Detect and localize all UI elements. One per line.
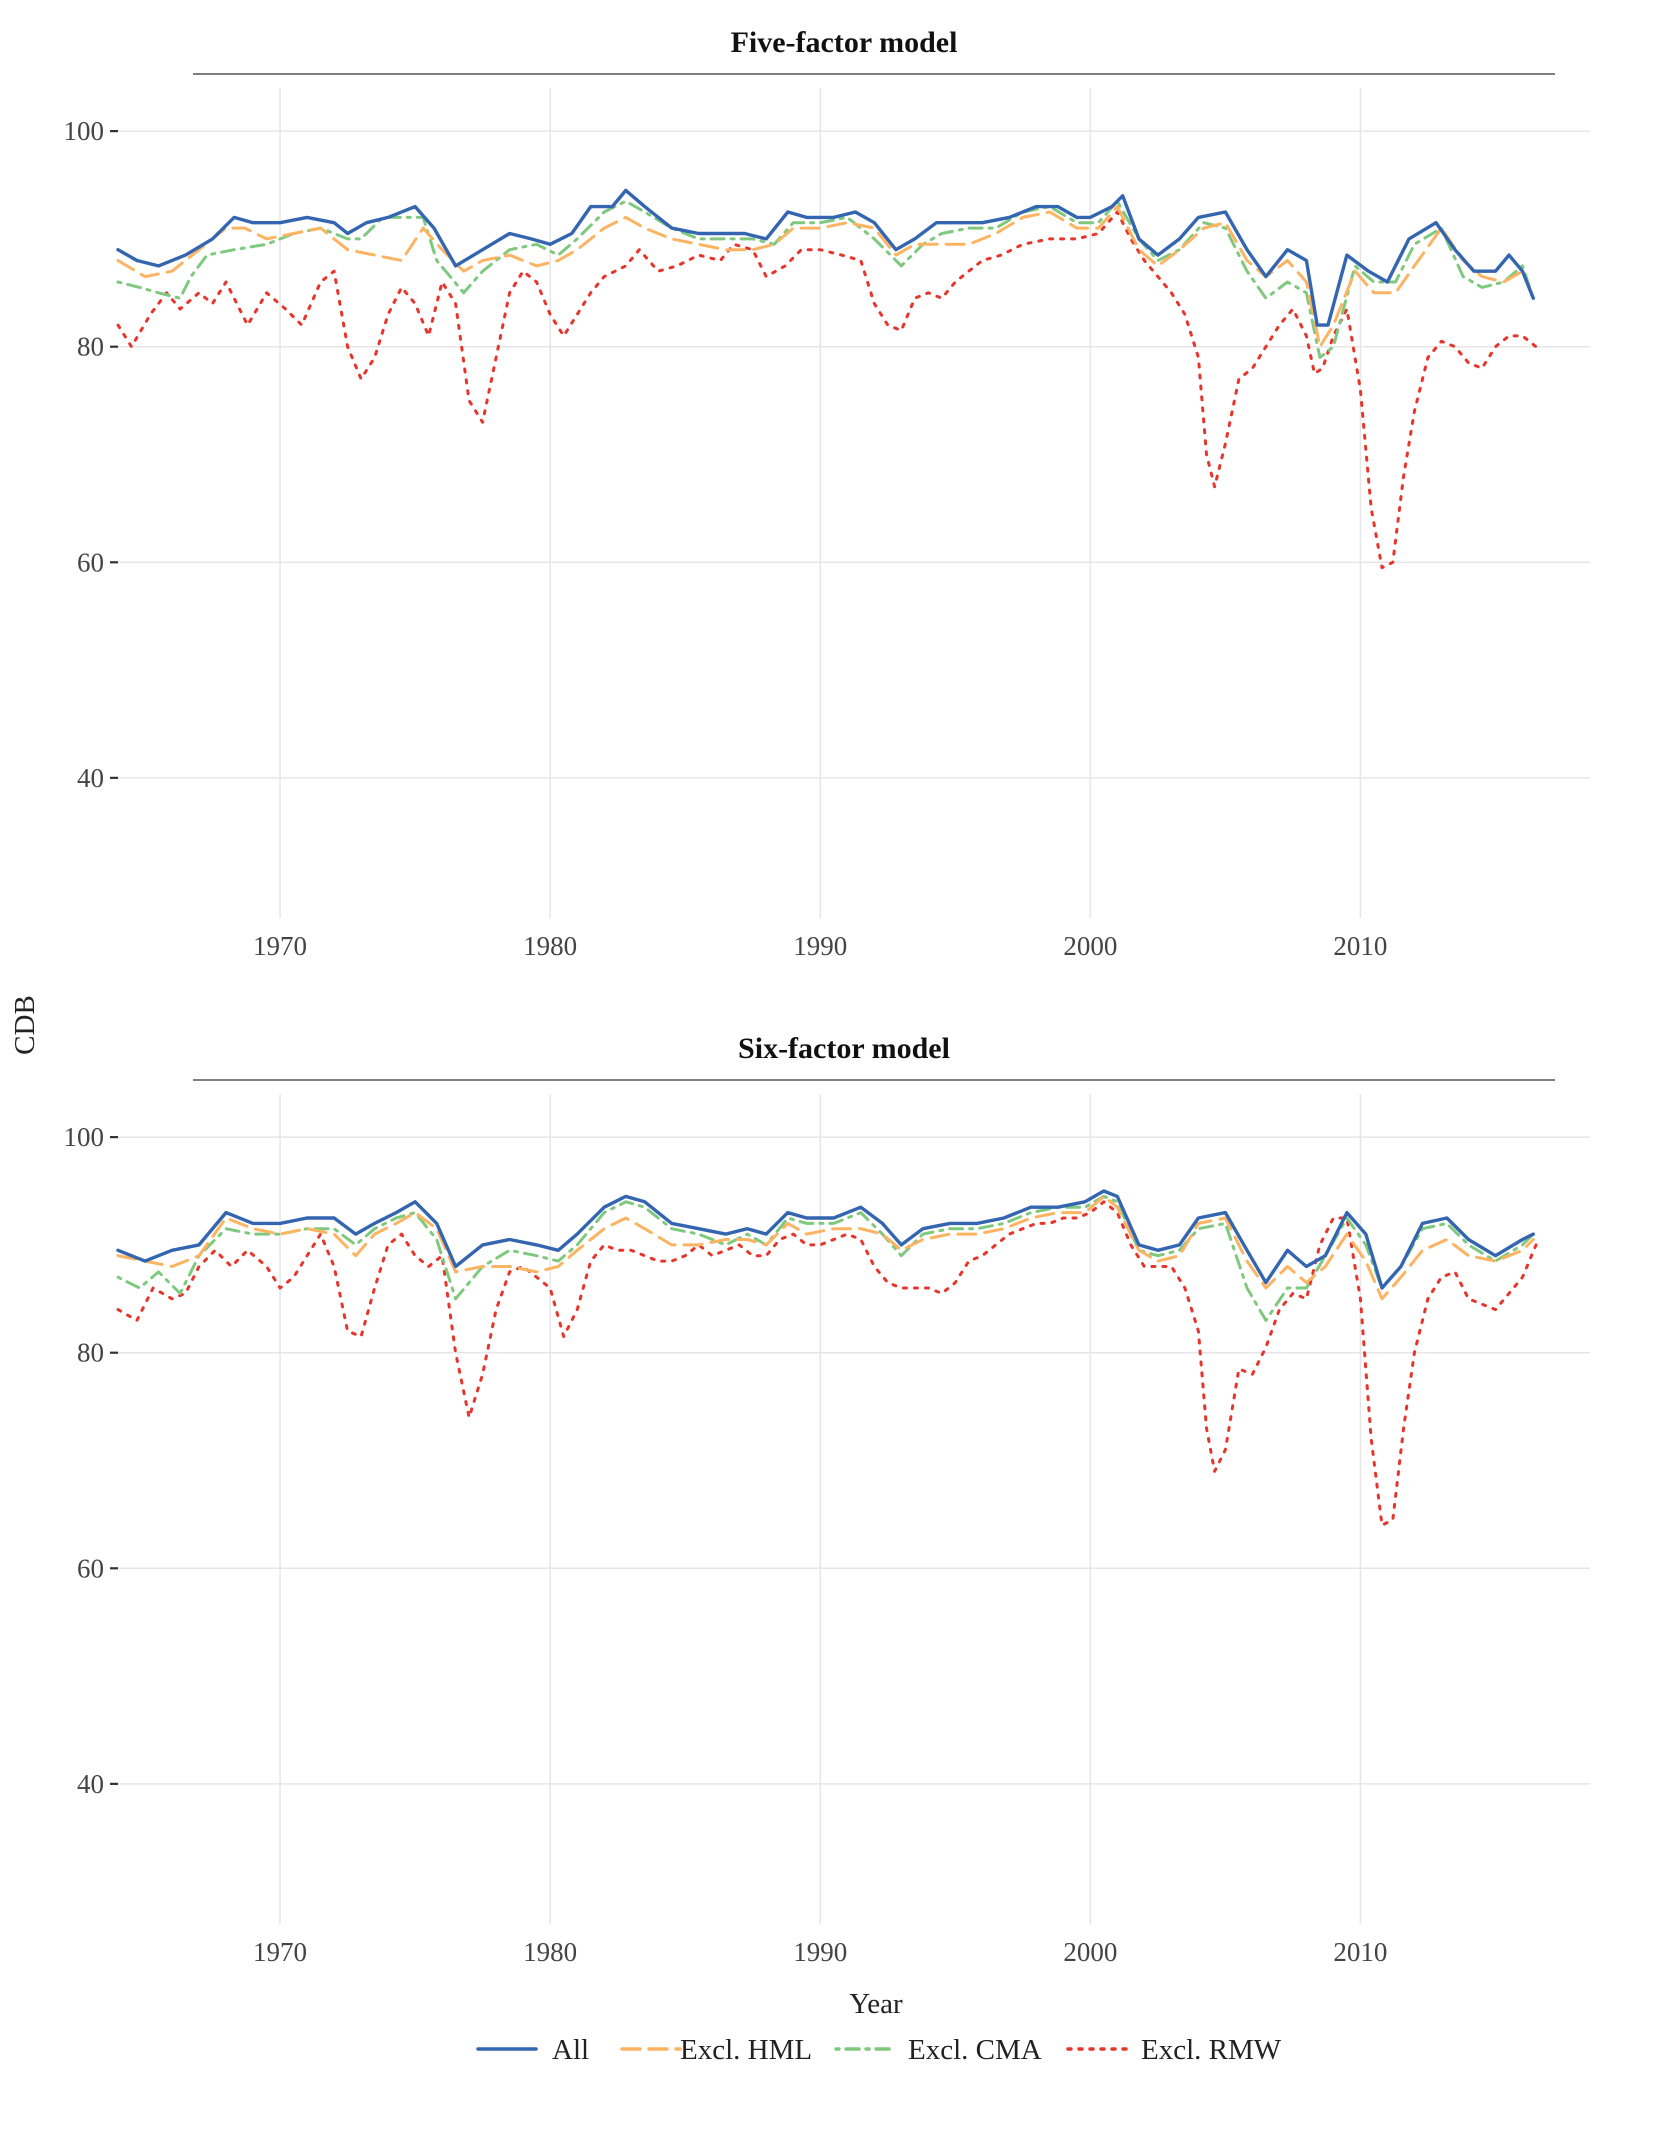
- y-tick-label: 40: [77, 1769, 104, 1799]
- y-tick-label: 60: [77, 547, 104, 577]
- x-tick-label: 1980: [523, 931, 577, 961]
- x-tick-label: 1990: [793, 931, 847, 961]
- legend-label: Excl. HML: [680, 2034, 812, 2066]
- series-line-all: [116, 1189, 1535, 1290]
- panel-title: Six-factor model: [738, 1032, 950, 1065]
- x-tick-label: 1990: [793, 1937, 847, 1967]
- panel-six-factor: Six-factor model 40 60 80 100 1970 1980 1990 200…: [64, 1032, 1590, 1967]
- y-tick-label: 40: [77, 763, 104, 793]
- x-tick-label: 2000: [1063, 931, 1117, 961]
- y-axis-title: CDB: [9, 995, 41, 1055]
- y-tick-label: 80: [77, 332, 104, 362]
- legend-label: All: [552, 2034, 589, 2066]
- x-tick-label: 2010: [1333, 931, 1387, 961]
- series-line-excl-hml: [116, 205, 1535, 349]
- x-tick-label: 1970: [253, 1937, 307, 1967]
- legend: All Excl. HML Excl. CMA Excl. RMW: [476, 2034, 1282, 2066]
- x-axis-title: Year: [849, 1988, 903, 2020]
- series-line-excl-rmw: [116, 1200, 1538, 1527]
- x-tick-label: 2010: [1333, 1937, 1387, 1967]
- y-tick-label: 80: [77, 1338, 104, 1368]
- panel-title: Five-factor model: [731, 26, 958, 59]
- series-line-all: [116, 188, 1535, 327]
- series-line-excl-rmw: [116, 210, 1538, 570]
- panel-five-factor: Five-factor model 40 60 80 100 1970 1980 1990 20…: [64, 26, 1590, 961]
- series-line-excl-cma: [116, 199, 1535, 359]
- y-tick-label: 100: [64, 1122, 105, 1152]
- x-tick-label: 1970: [253, 931, 307, 961]
- y-tick-label: 100: [64, 116, 105, 146]
- x-tick-label: 2000: [1063, 1937, 1117, 1967]
- x-tick-label: 1980: [523, 1937, 577, 1967]
- y-tick-label: 60: [77, 1553, 104, 1583]
- series-line-excl-hml: [116, 1194, 1535, 1301]
- legend-label: Excl. CMA: [908, 2034, 1042, 2066]
- legend-label: Excl. RMW: [1141, 2034, 1282, 2066]
